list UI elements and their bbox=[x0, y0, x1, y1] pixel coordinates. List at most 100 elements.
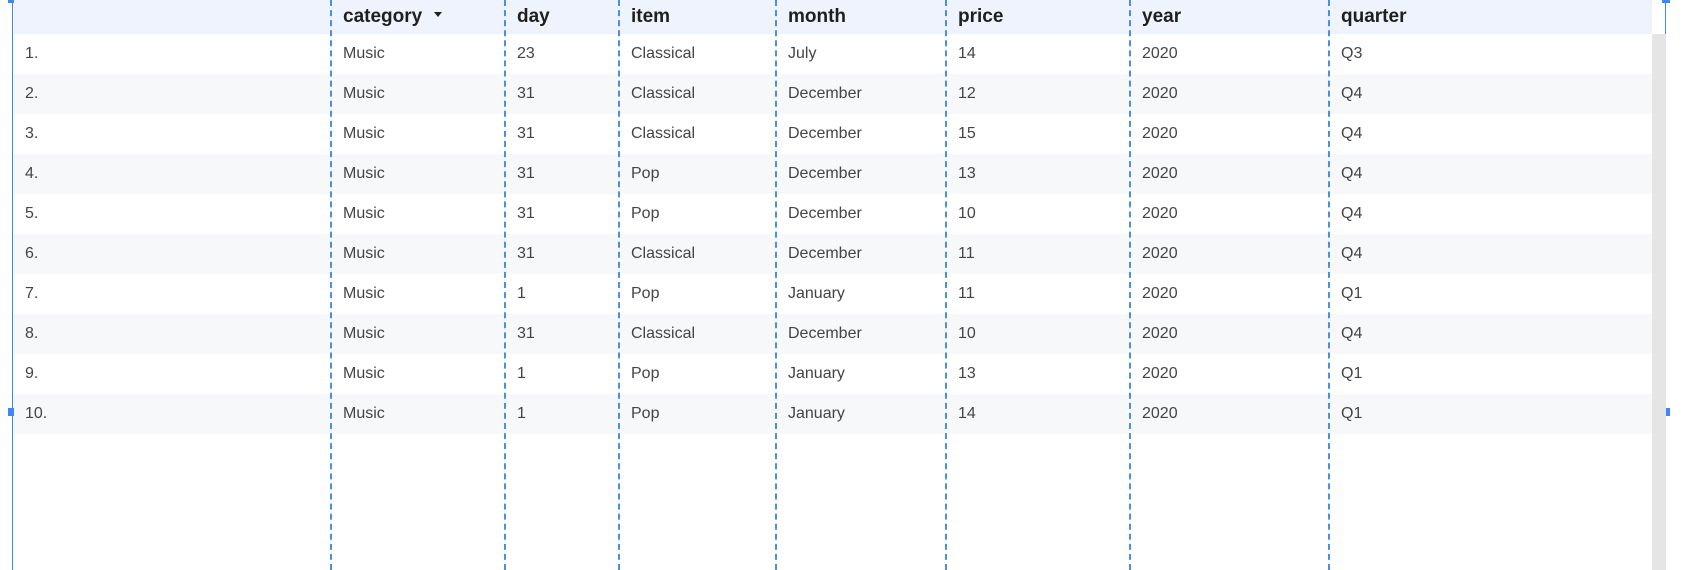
cell-month: July bbox=[788, 45, 817, 62]
column-header-year[interactable]: year bbox=[1142, 6, 1182, 27]
cell-quarter: Q4 bbox=[1341, 245, 1363, 262]
cell-item: Classical bbox=[631, 245, 696, 262]
cell-day: 31 bbox=[517, 165, 535, 182]
column-divider[interactable] bbox=[1129, 0, 1131, 570]
cell-quarter: Q4 bbox=[1341, 205, 1363, 222]
cell-item: Pop bbox=[631, 205, 660, 222]
column-header-label: category bbox=[343, 6, 423, 27]
cell-day: 1 bbox=[517, 285, 526, 302]
resize-handle-top-left[interactable] bbox=[8, 0, 16, 3]
column-divider[interactable] bbox=[618, 0, 620, 570]
column-header-item[interactable]: item bbox=[631, 6, 671, 27]
column-divider[interactable] bbox=[504, 0, 506, 570]
cell-day: 31 bbox=[517, 125, 535, 142]
cell-month: December bbox=[788, 245, 862, 262]
cell-month: December bbox=[788, 125, 862, 142]
cell-item: Pop bbox=[631, 165, 660, 182]
cell-item: Pop bbox=[631, 365, 660, 382]
cell-year: 2020 bbox=[1142, 165, 1178, 182]
table-row[interactable]: 10. Music 1 Pop January 14 2020 Q1 bbox=[14, 394, 1652, 434]
column-header-month[interactable]: month bbox=[788, 6, 847, 27]
cell-price: 14 bbox=[958, 405, 976, 422]
resize-handle-right[interactable] bbox=[1662, 408, 1670, 416]
cell-day: 31 bbox=[517, 85, 535, 102]
cell-month: December bbox=[788, 205, 862, 222]
cell-category: Music bbox=[343, 405, 385, 422]
table-row[interactable]: 1. Music 23 Classical July 14 2020 Q3 bbox=[14, 34, 1652, 74]
cell-category: Music bbox=[343, 325, 385, 342]
cell-category: Music bbox=[343, 365, 385, 382]
cell-category: Music bbox=[343, 125, 385, 142]
cell-month: January bbox=[788, 405, 845, 422]
cell-month: January bbox=[788, 365, 845, 382]
cell-category: Music bbox=[343, 85, 385, 102]
table-row[interactable]: 8. Music 31 Classical December 10 2020 Q4 bbox=[14, 314, 1652, 354]
cell-month: December bbox=[788, 165, 862, 182]
cell-price: 12 bbox=[958, 85, 976, 102]
cell-year: 2020 bbox=[1142, 285, 1178, 302]
column-header-quarter[interactable]: quarter bbox=[1341, 6, 1407, 27]
cell-item: Classical bbox=[631, 125, 696, 142]
cell-item: Pop bbox=[631, 285, 660, 302]
cell-quarter: Q1 bbox=[1341, 405, 1363, 422]
cell-index: 8. bbox=[25, 325, 39, 342]
table-row[interactable]: 3. Music 31 Classical December 15 2020 Q4 bbox=[14, 114, 1652, 154]
cell-quarter: Q4 bbox=[1341, 325, 1363, 342]
cell-day: 1 bbox=[517, 405, 526, 422]
table-row[interactable]: 7. Music 1 Pop January 11 2020 Q1 bbox=[14, 274, 1652, 314]
cell-category: Music bbox=[343, 285, 385, 302]
cell-item: Classical bbox=[631, 85, 696, 102]
cell-item: Classical bbox=[631, 45, 696, 62]
resize-handle-left[interactable] bbox=[8, 408, 16, 416]
cell-index: 10. bbox=[25, 405, 48, 422]
data-table: category day item month price year quart… bbox=[14, 0, 1652, 434]
cell-month: January bbox=[788, 285, 845, 302]
cell-price: 13 bbox=[958, 165, 976, 182]
cell-quarter: Q4 bbox=[1341, 85, 1363, 102]
cell-price: 15 bbox=[958, 125, 976, 142]
column-header-index bbox=[14, 0, 332, 34]
cell-year: 2020 bbox=[1142, 245, 1178, 262]
cell-day: 1 bbox=[517, 365, 526, 382]
table-row[interactable]: 6. Music 31 Classical December 11 2020 Q4 bbox=[14, 234, 1652, 274]
cell-quarter: Q3 bbox=[1341, 45, 1363, 62]
cell-item: Pop bbox=[631, 405, 660, 422]
column-divider[interactable] bbox=[775, 0, 777, 570]
cell-price: 11 bbox=[958, 285, 975, 302]
cell-category: Music bbox=[343, 45, 385, 62]
table-row[interactable]: 2. Music 31 Classical December 12 2020 Q4 bbox=[14, 74, 1652, 114]
column-divider[interactable] bbox=[945, 0, 947, 570]
cell-month: December bbox=[788, 325, 862, 342]
cell-year: 2020 bbox=[1142, 45, 1178, 62]
cell-day: 23 bbox=[517, 45, 535, 62]
cell-year: 2020 bbox=[1142, 365, 1178, 382]
column-header-price[interactable]: price bbox=[958, 6, 1004, 27]
resize-handle-top[interactable] bbox=[837, 0, 845, 3]
column-header-category[interactable]: category bbox=[332, 0, 506, 34]
cell-day: 31 bbox=[517, 245, 535, 262]
resize-handle-top-right[interactable] bbox=[1662, 0, 1670, 3]
column-header-day[interactable]: day bbox=[517, 6, 550, 27]
table-body: 1. Music 23 Classical July 14 2020 Q3 2. Music 31 C… bbox=[14, 34, 1652, 434]
cell-quarter: Q1 bbox=[1341, 285, 1363, 302]
column-divider[interactable] bbox=[330, 0, 332, 570]
table-row[interactable]: 9. Music 1 Pop January 13 2020 Q1 bbox=[14, 354, 1652, 394]
cell-month: December bbox=[788, 85, 862, 102]
cell-price: 10 bbox=[958, 325, 976, 342]
cell-day: 31 bbox=[517, 205, 535, 222]
cell-index: 7. bbox=[25, 285, 39, 302]
vertical-scrollbar[interactable] bbox=[1652, 34, 1666, 570]
cell-price: 14 bbox=[958, 45, 976, 62]
cell-day: 31 bbox=[517, 325, 535, 342]
cell-index: 1. bbox=[25, 45, 39, 62]
cell-price: 13 bbox=[958, 365, 976, 382]
cell-price: 11 bbox=[958, 245, 975, 262]
table-row[interactable]: 5. Music 31 Pop December 10 2020 Q4 bbox=[14, 194, 1652, 234]
table-header-row: category day item month price year quart… bbox=[14, 0, 1652, 34]
cell-index: 6. bbox=[25, 245, 39, 262]
cell-quarter: Q1 bbox=[1341, 365, 1363, 382]
column-divider[interactable] bbox=[1328, 0, 1330, 570]
cell-category: Music bbox=[343, 245, 385, 262]
table-row[interactable]: 4. Music 31 Pop December 13 2020 Q4 bbox=[14, 154, 1652, 194]
sort-descending-icon[interactable] bbox=[434, 12, 443, 18]
